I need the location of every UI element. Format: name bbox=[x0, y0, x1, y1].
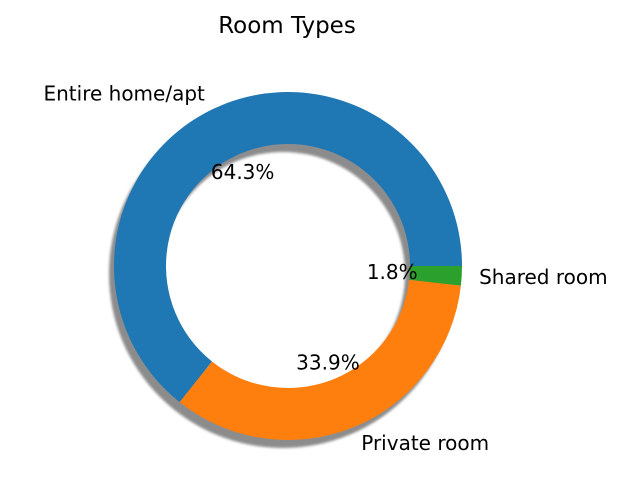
wedge-label-private-room: Private room bbox=[361, 431, 489, 455]
wedge-percent-entire-home-apt: 64.3% bbox=[211, 160, 275, 184]
wedge-percent-private-room: 33.9% bbox=[296, 350, 360, 374]
chart-title: Room Types bbox=[218, 13, 356, 39]
donut-wedges bbox=[113, 92, 462, 441]
wedge-percent-shared-room: 1.8% bbox=[367, 260, 418, 284]
wedge-shared-room bbox=[409, 266, 462, 286]
wedge-private-room bbox=[179, 279, 461, 441]
wedge-label-entire-home-apt: Entire home/apt bbox=[43, 82, 205, 106]
wedge-label-shared-room: Shared room bbox=[479, 265, 608, 289]
wedge-percent-labels: 64.3% 33.9% 1.8% bbox=[211, 160, 418, 374]
wedge-entire-home-apt bbox=[113, 92, 462, 403]
wedge-labels: Entire home/apt Private room Shared room bbox=[43, 82, 607, 455]
